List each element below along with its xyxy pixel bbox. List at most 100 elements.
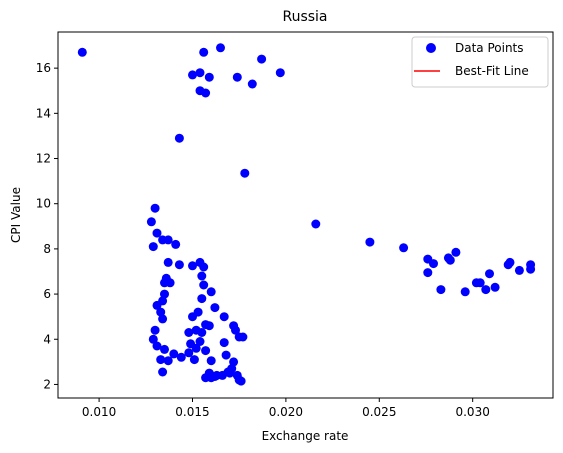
data-point xyxy=(460,287,470,297)
y-tick-label: 6 xyxy=(43,287,51,301)
data-point xyxy=(148,242,158,252)
data-point xyxy=(216,43,225,53)
data-point xyxy=(365,237,375,247)
y-tick-label: 2 xyxy=(43,377,51,391)
points-layer xyxy=(77,43,536,386)
data-point xyxy=(197,294,207,304)
data-point xyxy=(193,307,203,317)
data-point xyxy=(174,133,184,143)
data-point xyxy=(165,278,175,288)
x-axis-ticks: 0.010 0.015 0.020 0.025 0.030 xyxy=(82,398,490,419)
data-point xyxy=(199,280,209,290)
data-point xyxy=(189,355,199,365)
data-point xyxy=(445,255,455,265)
data-point xyxy=(160,289,169,299)
data-point xyxy=(176,352,186,362)
data-point xyxy=(188,261,197,271)
y-tick-label: 14 xyxy=(36,106,51,120)
data-point xyxy=(481,285,491,295)
legend-marker-data-points xyxy=(426,43,436,53)
data-point xyxy=(429,259,438,269)
data-point xyxy=(514,265,524,275)
y-tick-label: 16 xyxy=(36,61,51,75)
data-point xyxy=(191,325,201,335)
data-point xyxy=(195,337,205,346)
legend-label-data-points: Data Points xyxy=(455,41,524,55)
data-point xyxy=(171,239,181,249)
data-point xyxy=(219,312,229,322)
data-point xyxy=(505,257,515,267)
data-point xyxy=(223,367,233,377)
data-point xyxy=(232,72,242,82)
data-point xyxy=(163,356,173,366)
data-point xyxy=(204,72,214,82)
data-point xyxy=(240,168,250,178)
data-point xyxy=(229,357,239,367)
data-point xyxy=(451,247,461,257)
data-point xyxy=(199,47,209,57)
data-point xyxy=(163,235,173,245)
data-point xyxy=(158,367,168,377)
data-point xyxy=(163,257,173,267)
legend: Data Points Best-Fit Line xyxy=(411,36,549,88)
legend-label-best-fit-line: Best-Fit Line xyxy=(455,64,529,78)
data-point xyxy=(156,307,166,317)
data-point xyxy=(188,70,197,80)
data-point xyxy=(77,47,87,57)
x-axis-label: Exchange rate xyxy=(262,429,349,443)
data-point xyxy=(231,325,240,335)
y-tick-label: 4 xyxy=(43,332,51,346)
data-point xyxy=(158,314,168,324)
data-point xyxy=(169,349,179,359)
data-point xyxy=(219,338,229,348)
data-point xyxy=(204,321,214,331)
data-point xyxy=(156,355,166,365)
data-point xyxy=(436,285,446,295)
data-point xyxy=(201,88,211,98)
data-point xyxy=(174,260,184,270)
data-point xyxy=(148,334,158,344)
data-point xyxy=(210,303,220,313)
data-point xyxy=(201,346,211,356)
y-tick-label: 8 xyxy=(43,242,51,256)
data-point xyxy=(423,268,433,278)
data-point xyxy=(195,68,205,78)
chart-title: Russia xyxy=(282,9,327,25)
data-point xyxy=(236,376,246,386)
data-point xyxy=(184,348,194,358)
y-tick-label: 12 xyxy=(36,152,51,166)
data-point xyxy=(221,350,231,360)
plot-frame xyxy=(57,31,554,399)
y-axis-label: CPI Value xyxy=(9,187,23,243)
data-point xyxy=(152,300,162,310)
data-point xyxy=(150,203,160,213)
x-tick-label: 0.010 xyxy=(82,405,116,419)
data-point xyxy=(160,344,169,354)
data-point xyxy=(150,325,160,335)
legend-frame xyxy=(411,36,549,88)
x-tick-label: 0.015 xyxy=(175,405,209,419)
data-point xyxy=(490,282,500,292)
y-tick-label: 10 xyxy=(36,197,51,211)
data-point xyxy=(199,262,209,272)
x-tick-label: 0.020 xyxy=(269,405,303,419)
data-point xyxy=(399,243,409,253)
data-point xyxy=(210,372,220,381)
data-point xyxy=(146,217,156,227)
data-point xyxy=(526,264,536,274)
data-point xyxy=(238,332,248,342)
data-point xyxy=(275,68,285,78)
data-point xyxy=(257,54,267,64)
x-tick-label: 0.030 xyxy=(455,405,489,419)
data-point xyxy=(191,343,201,353)
x-tick-label: 0.025 xyxy=(362,405,396,419)
data-point xyxy=(206,356,216,366)
y-axis-ticks: 2 4 6 8 10 12 14 16 xyxy=(36,61,58,391)
data-point xyxy=(311,219,321,229)
data-point xyxy=(152,341,162,351)
data-point xyxy=(197,271,207,281)
data-point xyxy=(184,328,194,337)
data-point xyxy=(475,278,485,288)
data-point xyxy=(152,228,162,238)
